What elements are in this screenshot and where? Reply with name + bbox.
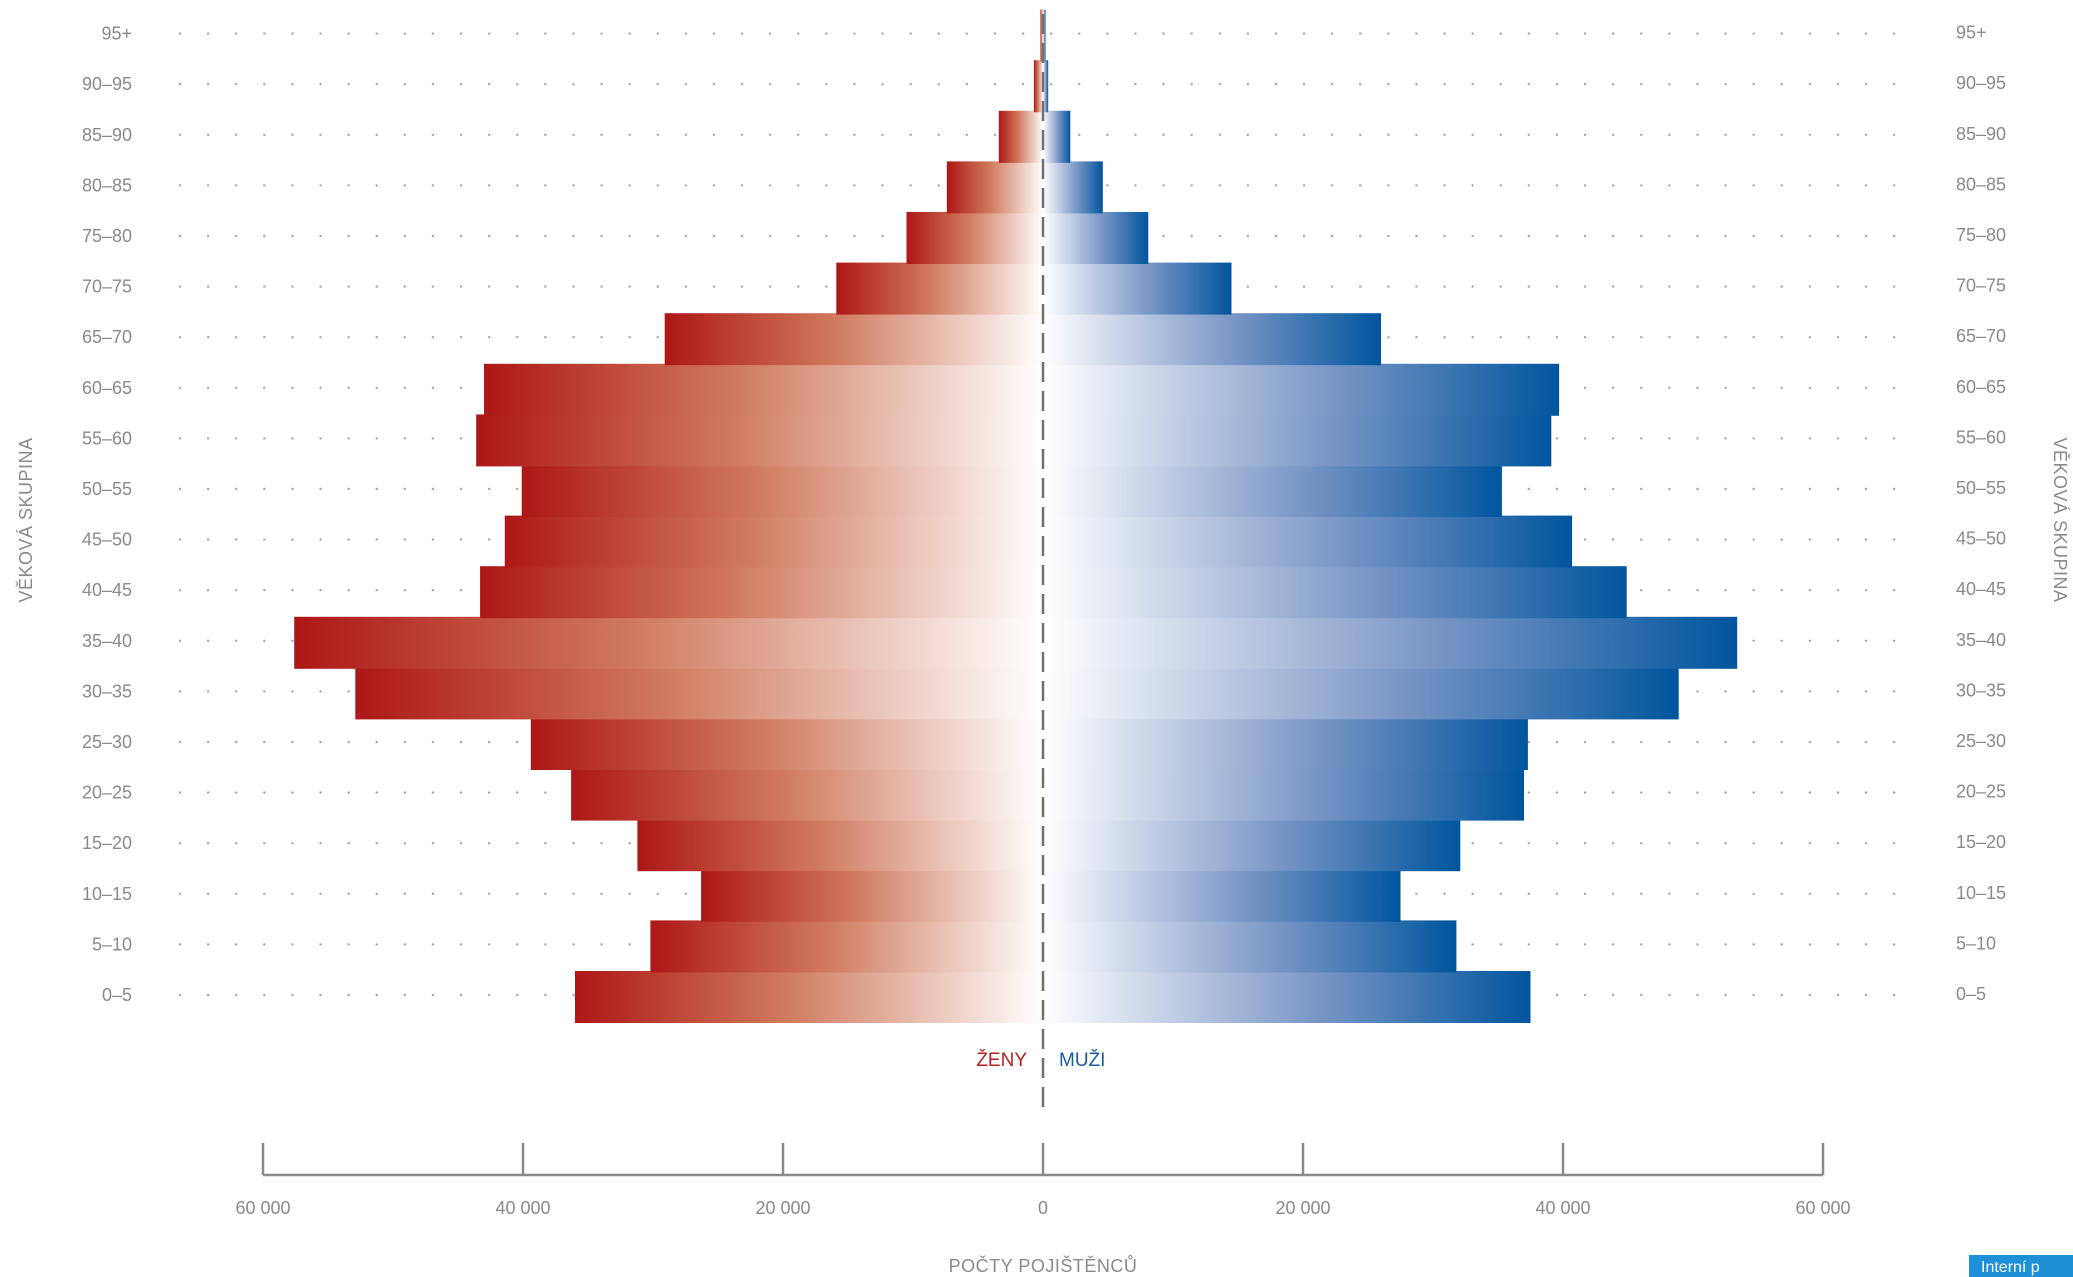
age-label-right: 75–80 bbox=[1956, 225, 2006, 245]
bar-zeny-95+ bbox=[1040, 9, 1043, 62]
bar-muzi-65–70 bbox=[1043, 313, 1381, 366]
age-label-right: 95+ bbox=[1956, 23, 1987, 43]
age-label-left: 15–20 bbox=[82, 833, 132, 853]
age-label-left: 10–15 bbox=[82, 884, 132, 904]
age-label-right: 10–15 bbox=[1956, 883, 2006, 903]
age-label-left: 20–25 bbox=[82, 783, 132, 803]
age-label-left: 75–80 bbox=[82, 226, 132, 246]
bar-muzi-40–45 bbox=[1043, 566, 1627, 619]
bar-zeny-50–55 bbox=[521, 465, 1043, 517]
y-axis-title-right: VĚKOVÁ SKUPINA bbox=[2050, 437, 2070, 602]
bar-muzi-55–60 bbox=[1043, 414, 1552, 467]
age-label-right: 50–55 bbox=[1956, 478, 2006, 498]
age-label-left: 30–35 bbox=[82, 681, 132, 701]
bar-muzi-45–50 bbox=[1043, 515, 1573, 568]
bar-zeny-40–45 bbox=[480, 566, 1044, 619]
age-label-right: 15–20 bbox=[1956, 832, 2006, 852]
x-tick-label: 40 000 bbox=[495, 1198, 550, 1218]
age-label-left: 45–50 bbox=[82, 530, 132, 550]
bar-muzi-70–75 bbox=[1043, 262, 1232, 315]
x-tick-label: 20 000 bbox=[755, 1198, 810, 1218]
legend-muzi: MUŽI bbox=[1059, 1049, 1105, 1071]
age-label-right: 85–90 bbox=[1956, 124, 2006, 144]
age-label-right: 90–95 bbox=[1956, 73, 2006, 93]
x-axis: 60 000 40 000 20 000 0 20 000 40 000 60 000 bbox=[235, 1143, 1851, 1218]
bar-zeny-25–30 bbox=[530, 718, 1043, 770]
bar-zeny-75–80 bbox=[906, 212, 1043, 264]
x-tick-label: 40 000 bbox=[1535, 1198, 1590, 1218]
bar-zeny-55–60 bbox=[476, 414, 1043, 467]
internal-badge: Interní p bbox=[1969, 1255, 2073, 1277]
bar-zeny-45–50 bbox=[504, 515, 1043, 568]
age-label-left: 5–10 bbox=[92, 934, 132, 954]
y-axis-title-left: VĚKOVÁ SKUPINA bbox=[16, 437, 36, 602]
bars bbox=[294, 9, 1738, 1023]
age-label-left: 25–30 bbox=[82, 732, 132, 752]
age-label-right: 65–70 bbox=[1956, 326, 2006, 346]
age-label-left: 50–55 bbox=[82, 479, 132, 499]
bar-zeny-5–10 bbox=[650, 920, 1043, 973]
age-label-right: 80–85 bbox=[1956, 174, 2006, 194]
age-label-right: 0–5 bbox=[1956, 984, 1986, 1004]
age-label-left: 55–60 bbox=[82, 428, 132, 448]
bar-muzi-15–20 bbox=[1043, 819, 1461, 872]
bar-zeny-15–20 bbox=[637, 819, 1043, 872]
bar-zeny-80–85 bbox=[946, 161, 1043, 214]
x-tick-label: 60 000 bbox=[235, 1198, 290, 1218]
bar-zeny-30–35 bbox=[355, 667, 1043, 720]
bar-muzi-0–5 bbox=[1043, 971, 1531, 1023]
bar-zeny-20–25 bbox=[571, 768, 1043, 821]
age-label-right: 55–60 bbox=[1956, 427, 2006, 447]
bar-zeny-65–70 bbox=[664, 313, 1043, 366]
age-label-right: 20–25 bbox=[1956, 782, 2006, 802]
bar-muzi-85–90 bbox=[1043, 110, 1071, 163]
legend-zeny: ŽENY bbox=[976, 1049, 1027, 1071]
bar-muzi-5–10 bbox=[1043, 920, 1457, 973]
age-label-left: 0–5 bbox=[102, 985, 132, 1005]
bar-muzi-95+ bbox=[1043, 9, 1046, 62]
age-label-left: 70–75 bbox=[82, 277, 132, 297]
age-label-right: 40–45 bbox=[1956, 579, 2006, 599]
bar-zeny-35–40 bbox=[294, 616, 1043, 669]
age-label-left: 65–70 bbox=[82, 327, 132, 347]
age-label-right: 35–40 bbox=[1956, 630, 2006, 650]
bar-muzi-50–55 bbox=[1043, 465, 1502, 517]
bar-muzi-75–80 bbox=[1043, 212, 1149, 264]
age-label-left: 90–95 bbox=[82, 74, 132, 94]
bar-zeny-0–5 bbox=[575, 971, 1043, 1023]
age-label-left: 35–40 bbox=[82, 631, 132, 651]
bar-zeny-60–65 bbox=[484, 363, 1043, 416]
age-label-right: 25–30 bbox=[1956, 731, 2006, 751]
age-label-right: 5–10 bbox=[1956, 933, 1996, 953]
age-label-left: 95+ bbox=[101, 24, 132, 44]
bar-muzi-20–25 bbox=[1043, 768, 1524, 821]
bar-muzi-35–40 bbox=[1043, 616, 1738, 669]
x-tick-label: 0 bbox=[1038, 1198, 1048, 1218]
age-labels-right: 0–5 5–10 10–15 15–20 20–25 25–30 30–35 35–40 40–… bbox=[1956, 23, 2006, 1004]
bar-muzi-60–65 bbox=[1043, 363, 1560, 416]
bar-muzi-30–35 bbox=[1043, 667, 1679, 720]
age-label-left: 60–65 bbox=[82, 378, 132, 398]
bar-muzi-90–95 bbox=[1043, 60, 1049, 113]
bar-muzi-25–30 bbox=[1043, 718, 1528, 770]
bar-zeny-10–15 bbox=[701, 869, 1043, 922]
x-tick-label: 20 000 bbox=[1275, 1198, 1330, 1218]
age-label-right: 45–50 bbox=[1956, 529, 2006, 549]
bar-zeny-90–95 bbox=[1033, 60, 1043, 113]
x-axis-title: POČTY POJIŠTĚNCŮ bbox=[949, 1255, 1138, 1276]
x-tick-label: 60 000 bbox=[1795, 1198, 1850, 1218]
age-label-left: 85–90 bbox=[82, 125, 132, 145]
age-label-right: 30–35 bbox=[1956, 680, 2006, 700]
age-label-left: 80–85 bbox=[82, 175, 132, 195]
age-label-left: 40–45 bbox=[82, 580, 132, 600]
bar-zeny-70–75 bbox=[836, 262, 1043, 315]
age-labels-left: 0–5 5–10 10–15 15–20 20–25 25–30 30–35 35–40 40–… bbox=[82, 24, 132, 1005]
age-label-right: 60–65 bbox=[1956, 377, 2006, 397]
bar-zeny-85–90 bbox=[998, 110, 1043, 163]
bar-muzi-80–85 bbox=[1043, 161, 1103, 214]
bar-muzi-10–15 bbox=[1043, 869, 1401, 922]
age-label-right: 70–75 bbox=[1956, 276, 2006, 296]
